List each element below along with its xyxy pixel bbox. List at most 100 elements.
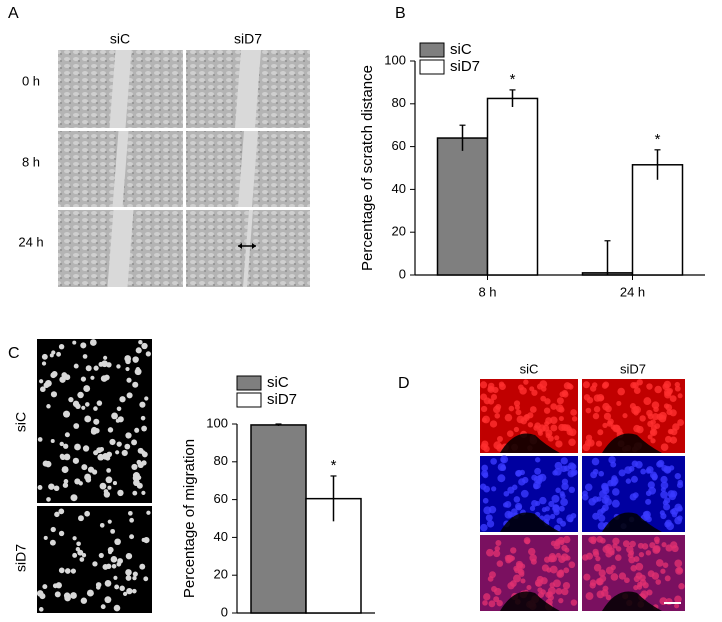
row-label: siC [13, 412, 29, 432]
cell [480, 483, 487, 490]
nuclei-images [36, 339, 152, 613]
nucleus [116, 364, 121, 369]
nucleus [119, 396, 126, 403]
scratch [107, 210, 134, 287]
gap [602, 591, 662, 611]
cell [625, 478, 632, 484]
nucleus [129, 517, 134, 523]
nucleus [37, 437, 43, 442]
cell [597, 429, 604, 436]
nucleus [131, 439, 138, 446]
cell [669, 395, 677, 403]
cell [648, 486, 657, 495]
cell [598, 514, 606, 522]
nucleus [77, 549, 84, 556]
cell [655, 579, 662, 585]
legend-swatch [236, 375, 262, 391]
cell [655, 559, 664, 567]
cell [480, 443, 488, 451]
cell [610, 573, 619, 581]
cell [638, 551, 645, 558]
nucleus [141, 425, 147, 432]
nucleus [59, 376, 66, 383]
nucleus [61, 466, 69, 474]
cell [493, 405, 501, 414]
cell [515, 409, 522, 416]
nucleus [43, 535, 48, 540]
cell [647, 413, 654, 420]
cell [558, 597, 564, 604]
nucleus [104, 580, 112, 587]
cell [583, 573, 591, 581]
nucleus [115, 450, 120, 455]
nucleus [41, 353, 48, 360]
cell [677, 419, 685, 426]
nucleus [85, 402, 90, 407]
cell [630, 382, 637, 389]
nucleus [80, 342, 87, 349]
cell [540, 577, 548, 585]
bar [436, 137, 489, 276]
y-tick-label: 80 [392, 95, 406, 110]
cell [566, 428, 574, 436]
cell [570, 512, 577, 519]
y-tick-label: 20 [214, 567, 228, 582]
cell [560, 457, 568, 465]
cell [497, 463, 506, 472]
nucleus [49, 539, 56, 546]
nucleus [132, 490, 138, 496]
cell [639, 415, 646, 422]
nucleus [99, 522, 105, 528]
y-tick-label: 40 [214, 529, 228, 544]
nucleus [84, 415, 92, 423]
row-label: 0 h [22, 73, 40, 88]
scratch [235, 50, 261, 128]
cell [649, 428, 658, 437]
nucleus [87, 466, 95, 473]
nucleus [58, 567, 65, 574]
nucleus [140, 415, 146, 421]
legend-label: siC [450, 41, 472, 58]
cell [482, 472, 489, 479]
cell [488, 505, 497, 514]
legend-swatch [419, 59, 445, 75]
nucleus [144, 396, 149, 401]
cell [506, 430, 514, 438]
y-tick-label: 0 [399, 266, 406, 281]
nucleus [92, 561, 98, 567]
nucleus [64, 432, 70, 438]
cell [561, 482, 569, 491]
cell [562, 581, 571, 590]
panel-label: A [8, 5, 19, 22]
nucleus [137, 461, 144, 468]
fluorescence-images [480, 379, 685, 611]
cell [500, 457, 506, 463]
nucleus [134, 427, 140, 433]
cell [602, 422, 608, 429]
gap [500, 433, 560, 453]
annotation: * [331, 457, 337, 474]
cell [555, 552, 561, 558]
gap [500, 591, 560, 611]
nucleus [119, 585, 125, 591]
cell [568, 438, 576, 447]
nucleus [50, 438, 55, 444]
cell [530, 558, 537, 565]
cell [512, 574, 521, 583]
nucleus [113, 604, 121, 612]
image [37, 506, 152, 613]
y-tick-label: 0 [221, 604, 228, 619]
nucleus [135, 347, 142, 354]
y-axis-label: Percentage of scratch distance [359, 65, 376, 271]
scratch [112, 131, 129, 207]
cell [629, 540, 636, 548]
cell [646, 589, 653, 596]
cell [665, 404, 673, 411]
panel-label: D [398, 375, 410, 392]
nucleus [126, 392, 133, 399]
y-axis-label: Percentage of migration [181, 439, 198, 598]
column-label: siD7 [234, 31, 262, 47]
nucleus [41, 361, 47, 366]
cell [555, 588, 563, 595]
cell [612, 424, 621, 433]
